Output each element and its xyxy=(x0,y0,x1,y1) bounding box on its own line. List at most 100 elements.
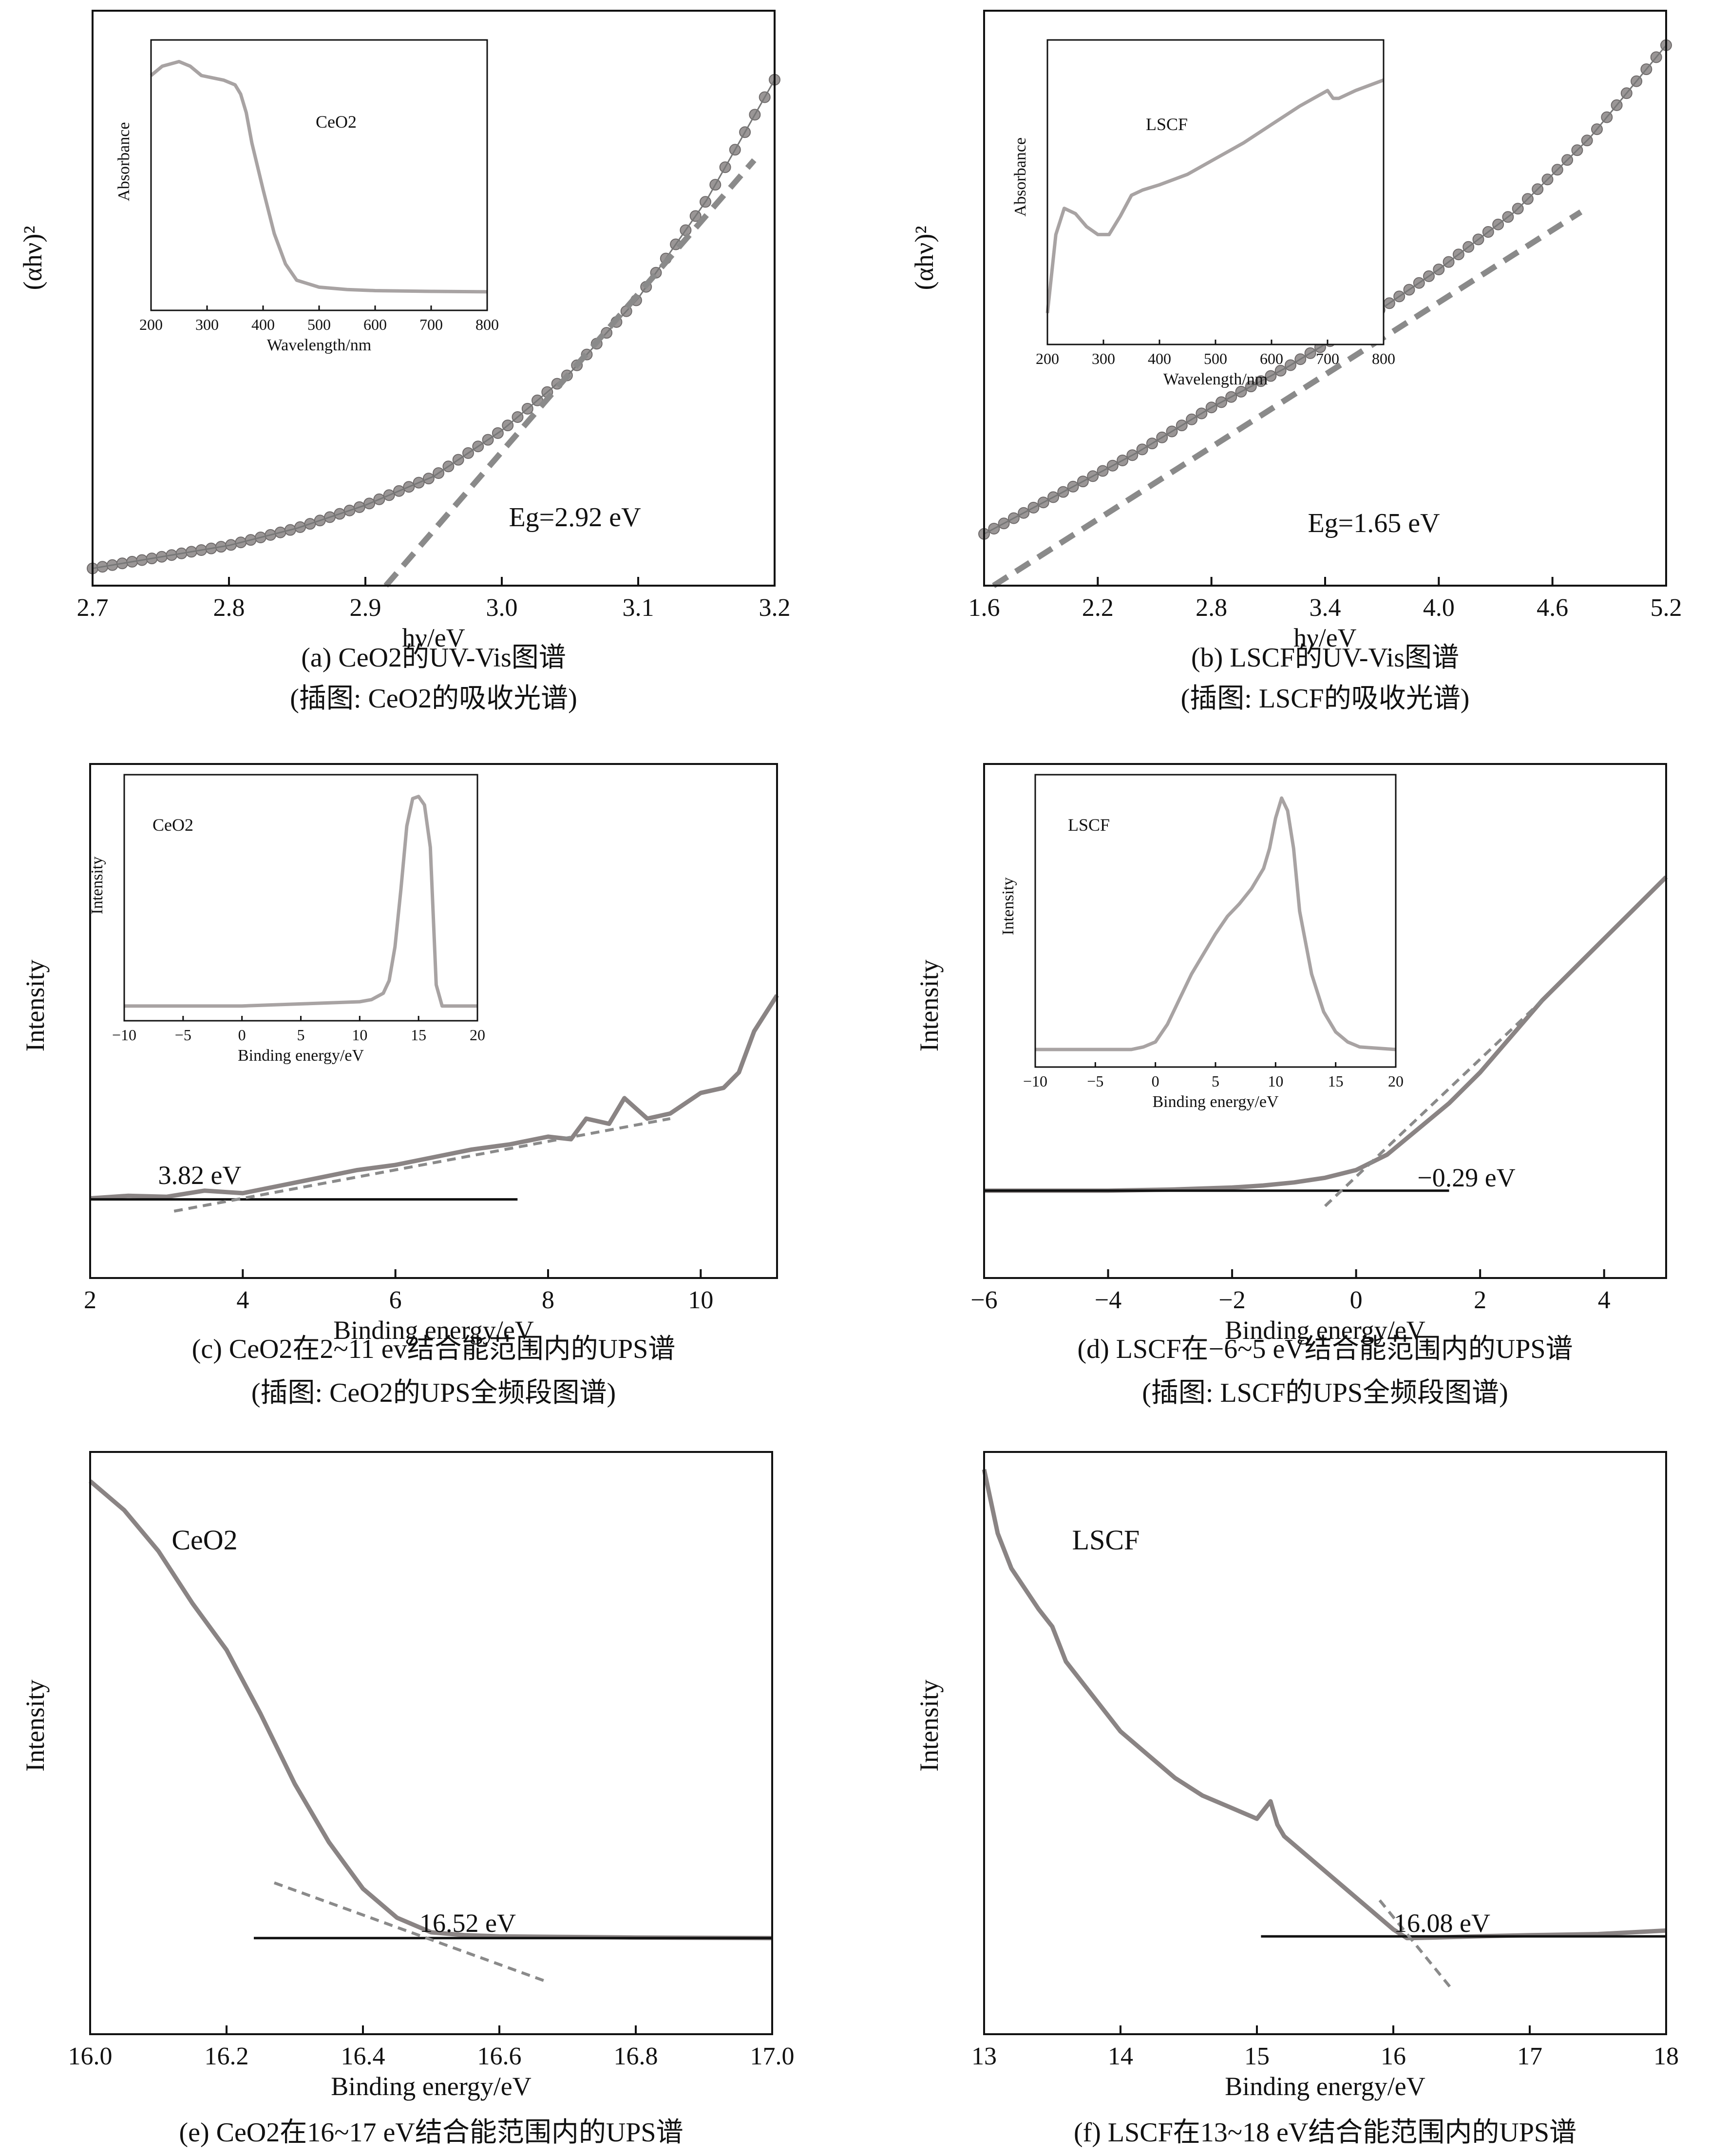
chart-a-inset: 200 300 400 500 600 700 800 Wavelength/nm Absorb… xyxy=(115,39,499,354)
chart-c-inset-label: CeO2 xyxy=(152,815,193,835)
chart-d-caption-line2: (插图: LSCF的UPS全频段图谱) xyxy=(1142,1378,1508,1408)
chart-a-x-tick-label: 2.7 xyxy=(77,594,109,622)
chart-a-x-tick-label: 3.2 xyxy=(759,594,791,622)
chart-d-y-axis-title: Intensity xyxy=(914,959,944,1051)
chart-b-fit-line xyxy=(992,209,1583,589)
chart-f-x-tick-label: 18 xyxy=(1653,2042,1679,2070)
chart-d-data-curve xyxy=(984,875,1668,1193)
chart-b-inset: 200 300 400 500 600 700 800 Wavelength/nm Absorb… xyxy=(1011,39,1395,388)
chart-b: 1.6 2.2 2.8 3.4 4.0 4.6 5.2 hν/eV (αhν)² Eg=1.65 … xyxy=(910,10,1682,714)
chart-c-inset-x-tick-label: 20 xyxy=(470,1026,485,1044)
chart-b-inset-x-axis-title: Wavelength/nm xyxy=(1163,370,1268,388)
chart-d-inset-x-tick-label: 5 xyxy=(1212,1072,1219,1090)
chart-f-fit-line xyxy=(1378,1899,1452,1989)
chart-e-x-tick-label: 16.8 xyxy=(614,2042,658,2070)
chart-d-inset-curve xyxy=(1035,796,1396,1051)
chart-c-x-axis-title: Binding energy/eV xyxy=(333,1316,533,1345)
chart-e-x-tick-label: 16.2 xyxy=(205,2042,249,2070)
chart-a-inset-x-tick-label: 600 xyxy=(363,316,387,333)
chart-f-data-curve xyxy=(982,1469,1667,1941)
chart-a-inset-label: CeO2 xyxy=(316,112,357,132)
chart-c-inset-x-tick-label: 5 xyxy=(297,1026,305,1044)
chart-d-inset-x-tick-label: 10 xyxy=(1268,1072,1283,1090)
chart-d-inset-x-axis-title: Binding energy/eV xyxy=(1152,1093,1278,1111)
chart-d-x-axis-title: Binding energy/eV xyxy=(1225,1316,1425,1345)
chart-c-x-tick-label: 6 xyxy=(389,1286,402,1314)
chart-d: −6 −4 −2 0 2 4 Binding energy/eV Intensity −0.29… xyxy=(914,763,1668,1408)
chart-e-x-tick-label: 17.0 xyxy=(750,2042,795,2070)
chart-a-x-tick-label: 2.9 xyxy=(350,594,381,622)
chart-d-inset-x-tick-label: 20 xyxy=(1388,1072,1404,1090)
chart-f: 13 14 15 16 17 18 Binding energy/eV Intensity 16… xyxy=(914,1451,1679,2148)
chart-c-caption-line1: (c) CeO2在2~11 ev结合能范围内的UPS谱 xyxy=(192,1334,676,1364)
chart-f-x-tick-label: 17 xyxy=(1517,2042,1542,2070)
chart-a-inset-x-tick-label: 300 xyxy=(195,316,219,333)
chart-c: 2 4 6 8 10 Binding energy/eV Intensity 3.82 eV (… xyxy=(20,763,779,1408)
chart-d-inset-x-tick-label: 15 xyxy=(1328,1072,1344,1090)
chart-c-inset-background xyxy=(124,775,477,1021)
chart-e: 16.0 16.2 16.4 16.6 16.8 17.0 Binding energy/e… xyxy=(20,1451,795,2148)
chart-b-inset-y-axis-title: Absorbance xyxy=(1011,137,1029,216)
chart-f-caption-line1: (f) LSCF在13~18 eV结合能范围内的UPS谱 xyxy=(1074,2118,1576,2148)
chart-d-fit-line xyxy=(1324,999,1543,1207)
chart-a-caption-line2: (插图: CeO2的吸收光谱) xyxy=(290,684,577,714)
chart-b-x-tick-label: 2.8 xyxy=(1196,594,1227,622)
chart-e-data-curve xyxy=(89,1479,773,1941)
chart-b-inset-x-tick-label: 500 xyxy=(1204,350,1227,367)
chart-b-inset-x-tick-label: 600 xyxy=(1260,350,1283,367)
chart-c-x-tick-label: 2 xyxy=(84,1286,96,1314)
chart-f-plot-frame xyxy=(983,1451,1667,2035)
chart-d-caption-line1: (d) LSCF在−6~5 eV结合能范围内的UPS谱 xyxy=(1077,1334,1573,1364)
chart-b-inset-background xyxy=(1047,40,1384,344)
chart-a-inset-x-tick-label: 400 xyxy=(251,316,275,333)
chart-b-x-tick-label: 3.4 xyxy=(1310,594,1341,622)
chart-b-inset-label: LSCF xyxy=(1146,114,1188,134)
chart-b-x-tick-label: 4.0 xyxy=(1423,594,1455,622)
chart-a-inset-x-tick-label: 200 xyxy=(139,316,163,333)
chart-d-inset-x-tick-label: 0 xyxy=(1152,1072,1159,1090)
chart-d-x-tick-label: 2 xyxy=(1474,1286,1486,1314)
chart-e-x-tick-label: 16.0 xyxy=(68,2042,113,2070)
chart-b-inset-x-tick-label: 200 xyxy=(1036,350,1059,367)
chart-f-x-tick-label: 14 xyxy=(1108,2042,1133,2070)
chart-a-inset-y-axis-title: Absorbance xyxy=(115,122,133,201)
chart-c-fit-line xyxy=(173,1117,671,1213)
chart-a: 2.7 2.8 2.9 3.0 3.1 3.2 hν/eV (αhν)² Eg=2.92 eV (… xyxy=(18,10,791,714)
chart-b-inset-x-tick-label: 800 xyxy=(1372,350,1395,367)
chart-a-x-tick-label: 3.0 xyxy=(486,594,518,622)
chart-c-inset-x-axis-title: Binding energy/eV xyxy=(238,1047,364,1065)
chart-c-inset-x-tick-label: −10 xyxy=(112,1026,136,1044)
chart-e-caption-line1: (e) CeO2在16~17 eV结合能范围内的UPS谱 xyxy=(179,2118,683,2148)
chart-c-inset-y-axis-title: Intensity xyxy=(88,857,106,915)
chart-d-x-tick-label: −4 xyxy=(1095,1286,1121,1314)
chart-d-inset-x-tick-label: −5 xyxy=(1087,1072,1103,1090)
chart-a-inset-x-tick-label: 800 xyxy=(475,316,499,333)
chart-d-inset-x-tick-label: −10 xyxy=(1023,1072,1047,1090)
chart-b-caption-line2: (插图: LSCF的吸收光谱) xyxy=(1181,684,1470,714)
chart-f-annotation: 16.08 eV xyxy=(1394,1908,1490,1938)
chart-d-plot-frame xyxy=(983,763,1667,1279)
chart-b-caption-line1: (b) LSCF的UV-Vis图谱 xyxy=(1191,643,1459,673)
chart-d-inset-y-axis-title: Intensity xyxy=(999,878,1017,935)
chart-e-y-axis-title: Intensity xyxy=(20,1679,50,1772)
chart-a-inset-background xyxy=(151,40,487,310)
chart-c-x-tick-label: 8 xyxy=(542,1286,554,1314)
chart-e-x-axis-title: Binding energy/eV xyxy=(331,2072,531,2101)
chart-d-inset-background xyxy=(1035,775,1396,1067)
chart-b-inset-x-tick-label: 400 xyxy=(1148,350,1171,367)
chart-d-annotation: −0.29 eV xyxy=(1417,1163,1515,1192)
chart-c-inset-curve xyxy=(124,795,477,1008)
chart-d-inset: −10 −5 0 5 10 15 20 Binding energy/eV Intensity L… xyxy=(999,774,1404,1111)
chart-e-x-tick-label: 16.4 xyxy=(341,2042,385,2070)
chart-a-x-axis-title: hν/eV xyxy=(402,623,465,652)
chart-b-inset-curve xyxy=(1045,78,1385,313)
chart-b-x-axis-title: hν/eV xyxy=(1293,623,1356,652)
chart-a-annotation: Eg=2.92 eV xyxy=(509,502,641,533)
chart-d-x-tick-label: −2 xyxy=(1218,1286,1245,1314)
chart-c-annotation: 3.82 eV xyxy=(158,1161,242,1190)
chart-b-x-tick-label: 2.2 xyxy=(1082,594,1114,622)
chart-b-x-tick-label: 1.6 xyxy=(968,594,1000,622)
chart-a-inset-x-axis-title: Wavelength/nm xyxy=(267,336,371,354)
chart-a-caption-line1: (a) CeO2的UV-Vis图谱 xyxy=(301,643,566,673)
